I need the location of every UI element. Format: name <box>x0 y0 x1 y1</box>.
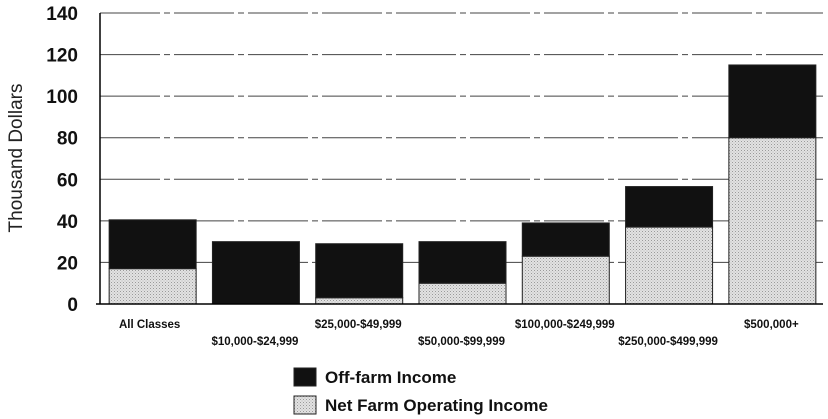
x-tick-label: $250,000-$499,999 <box>618 336 718 348</box>
y-tick-label: 80 <box>57 129 78 150</box>
x-tick-label: $50,000-$99,999 <box>418 336 505 348</box>
legend-swatch <box>293 395 317 415</box>
bar-off-farm-income <box>728 64 817 139</box>
bar-off-farm-income <box>625 186 714 228</box>
x-tick-labels: All Classes $10,000-$24,999 $25,000-$49,99… <box>119 319 799 348</box>
bar-off-farm-income <box>315 243 404 299</box>
x-tick-label: $10,000-$24,999 <box>211 336 298 348</box>
x-tick-label: $25,000-$49,999 <box>315 319 402 331</box>
y-tick-label: 100 <box>46 87 78 108</box>
legend: Off-farm Income Net Farm Operating Income <box>293 367 548 415</box>
legend-label: Net Farm Operating Income <box>325 396 548 415</box>
bar-off-farm-income <box>521 222 610 257</box>
y-tick-label: 20 <box>57 253 78 274</box>
bar-net-farm-operating-income <box>108 268 197 305</box>
gridlines <box>100 12 823 263</box>
y-tick-label: 120 <box>46 46 78 67</box>
bars <box>108 64 817 305</box>
bar-net-farm-operating-income <box>315 297 404 305</box>
y-axis-label: Thousand Dollars <box>6 84 27 233</box>
legend-label: Off-farm Income <box>325 368 456 387</box>
y-tick-label: 60 <box>57 170 78 191</box>
bar-net-farm-operating-income <box>625 226 714 305</box>
legend-swatch <box>293 367 317 387</box>
y-tick-label: 140 <box>46 4 78 25</box>
x-tick-label: All Classes <box>119 319 180 331</box>
bar-off-farm-income <box>418 241 507 284</box>
bar-net-farm-operating-income <box>418 282 507 305</box>
y-tick-label: 0 <box>67 295 78 316</box>
bar-net-farm-operating-income <box>521 255 610 305</box>
bar-net-farm-operating-income <box>728 137 817 305</box>
bar-off-farm-income <box>211 241 300 305</box>
x-tick-label: $100,000-$249,999 <box>515 319 615 331</box>
y-tick-label: 40 <box>57 212 78 233</box>
bar-off-farm-income <box>108 219 197 270</box>
x-tick-label: $500,000+ <box>744 319 799 331</box>
y-tick-labels: 0 20 40 60 80 100 120 140 <box>46 4 78 316</box>
